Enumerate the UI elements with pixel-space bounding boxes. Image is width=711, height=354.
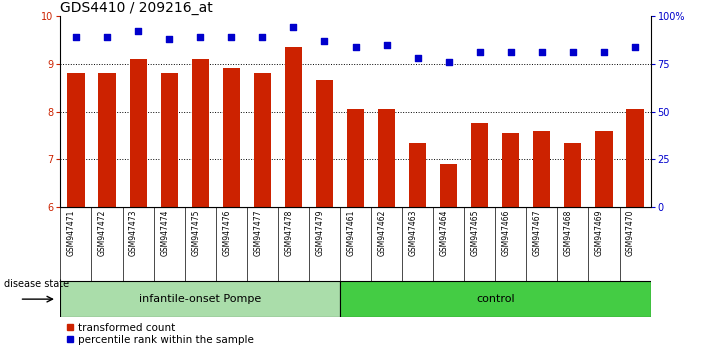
Point xyxy=(443,59,454,65)
Bar xyxy=(192,59,209,207)
Point xyxy=(412,55,423,61)
Bar xyxy=(68,73,85,207)
Point xyxy=(132,28,144,34)
Text: GSM947468: GSM947468 xyxy=(564,209,573,256)
Point xyxy=(474,50,486,55)
Point xyxy=(381,42,392,47)
Text: GSM947470: GSM947470 xyxy=(626,209,635,256)
Text: GSM947463: GSM947463 xyxy=(409,209,417,256)
Text: control: control xyxy=(476,294,515,304)
Point xyxy=(164,36,175,42)
Bar xyxy=(254,73,271,207)
Text: GSM947471: GSM947471 xyxy=(67,209,76,256)
Text: GSM947478: GSM947478 xyxy=(284,209,294,256)
Bar xyxy=(626,109,643,207)
Point xyxy=(598,50,609,55)
Bar xyxy=(347,109,364,207)
Point xyxy=(350,44,361,49)
Bar xyxy=(533,131,550,207)
Bar xyxy=(60,281,340,317)
Point xyxy=(257,34,268,40)
Text: GSM947465: GSM947465 xyxy=(471,209,480,256)
Text: GDS4410 / 209216_at: GDS4410 / 209216_at xyxy=(60,1,213,15)
Bar xyxy=(565,143,582,207)
Text: GSM947473: GSM947473 xyxy=(129,209,138,256)
Text: infantile-onset Pompe: infantile-onset Pompe xyxy=(139,294,262,304)
Bar xyxy=(223,68,240,207)
Point xyxy=(195,34,206,40)
Bar xyxy=(129,59,146,207)
Point xyxy=(70,34,82,40)
Text: GSM947477: GSM947477 xyxy=(253,209,262,256)
Bar xyxy=(409,143,426,207)
Text: GSM947462: GSM947462 xyxy=(378,209,387,256)
Text: GSM947476: GSM947476 xyxy=(223,209,231,256)
Point xyxy=(536,50,547,55)
Text: GSM947464: GSM947464 xyxy=(439,209,449,256)
Bar xyxy=(502,133,519,207)
Text: GSM947472: GSM947472 xyxy=(98,209,107,256)
Bar xyxy=(316,80,333,207)
Text: disease state: disease state xyxy=(4,279,69,289)
Bar xyxy=(340,281,651,317)
Point xyxy=(102,34,113,40)
Bar xyxy=(161,73,178,207)
Point xyxy=(567,50,579,55)
Legend: transformed count, percentile rank within the sample: transformed count, percentile rank withi… xyxy=(62,319,258,349)
Bar xyxy=(285,47,302,207)
Bar xyxy=(595,131,612,207)
Text: GSM947474: GSM947474 xyxy=(160,209,169,256)
Text: GSM947467: GSM947467 xyxy=(533,209,542,256)
Point xyxy=(505,50,516,55)
Bar xyxy=(378,109,395,207)
Bar xyxy=(471,124,488,207)
Text: GSM947469: GSM947469 xyxy=(595,209,604,256)
Point xyxy=(288,24,299,30)
Point xyxy=(629,44,641,49)
Text: GSM947466: GSM947466 xyxy=(502,209,510,256)
Point xyxy=(319,38,330,44)
Point xyxy=(225,34,237,40)
Text: GSM947479: GSM947479 xyxy=(316,209,324,256)
Text: GSM947461: GSM947461 xyxy=(346,209,356,256)
Text: GSM947475: GSM947475 xyxy=(191,209,201,256)
Bar xyxy=(99,73,116,207)
Bar xyxy=(440,164,457,207)
